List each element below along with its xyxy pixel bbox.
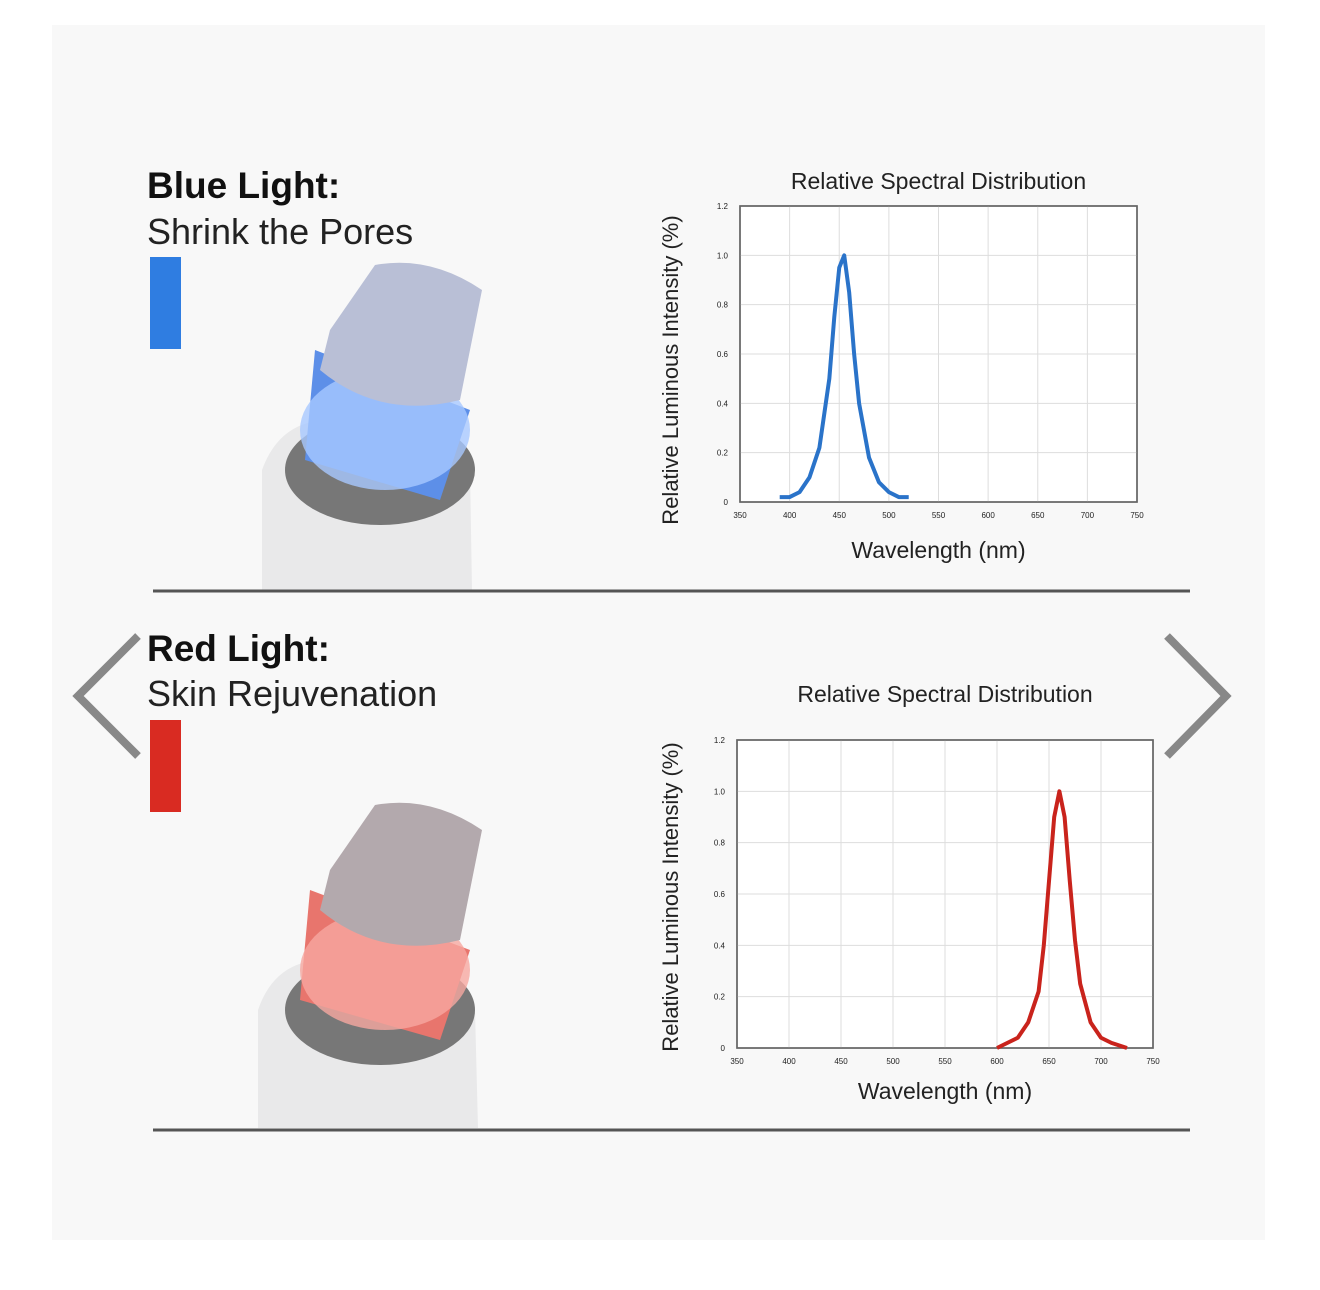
plot-frame bbox=[736, 739, 1154, 1049]
x-tick-label: 350 bbox=[730, 1057, 744, 1066]
y-axis-label: Relative Luminous Intensity (%) bbox=[658, 215, 683, 524]
y-tick-label: 0.8 bbox=[714, 839, 726, 848]
plot-frame bbox=[739, 205, 1138, 503]
chart-title: Relative Spectral Distribution bbox=[797, 681, 1092, 707]
x-axis-label: Wavelength (nm) bbox=[858, 1078, 1032, 1104]
y-tick-label: 0.6 bbox=[717, 350, 729, 359]
x-tick-label: 450 bbox=[833, 511, 847, 520]
x-axis-label: Wavelength (nm) bbox=[851, 537, 1025, 563]
x-tick-label: 600 bbox=[990, 1057, 1004, 1066]
section-title: Red Light: bbox=[147, 628, 330, 669]
y-tick-label: 1.0 bbox=[717, 251, 729, 260]
chart-title: Relative Spectral Distribution bbox=[791, 168, 1086, 194]
y-tick-label: 0.6 bbox=[714, 890, 726, 899]
x-tick-label: 500 bbox=[882, 511, 896, 520]
y-tick-label: 0 bbox=[724, 498, 729, 507]
y-tick-label: 0.8 bbox=[717, 301, 729, 310]
y-tick-label: 1.2 bbox=[717, 202, 729, 211]
x-tick-label: 400 bbox=[783, 511, 797, 520]
x-tick-label: 550 bbox=[932, 511, 946, 520]
x-tick-label: 750 bbox=[1146, 1057, 1160, 1066]
spectrum-line bbox=[996, 789, 1128, 1050]
prev-arrow[interactable] bbox=[72, 633, 141, 759]
y-tick-label: 0.2 bbox=[717, 449, 729, 458]
y-tick-label: 0.2 bbox=[714, 993, 726, 1002]
next-arrow[interactable] bbox=[1164, 633, 1232, 759]
x-tick-label: 350 bbox=[733, 511, 747, 520]
color-swatch bbox=[150, 720, 181, 812]
red-device bbox=[258, 802, 482, 1128]
x-tick-label: 650 bbox=[1042, 1057, 1056, 1066]
section-title: Blue Light: bbox=[147, 165, 340, 206]
y-tick-label: 0.4 bbox=[717, 399, 729, 408]
blue-device bbox=[262, 262, 482, 590]
x-tick-label: 600 bbox=[981, 511, 995, 520]
x-tick-label: 700 bbox=[1081, 511, 1095, 520]
x-tick-label: 650 bbox=[1031, 511, 1045, 520]
x-tick-label: 400 bbox=[782, 1057, 796, 1066]
x-tick-label: 550 bbox=[938, 1057, 952, 1066]
y-tick-label: 1.0 bbox=[714, 787, 726, 796]
section-subtitle: Shrink the Pores bbox=[147, 211, 413, 252]
x-tick-label: 450 bbox=[834, 1057, 848, 1066]
x-tick-label: 500 bbox=[886, 1057, 900, 1066]
x-tick-label: 750 bbox=[1130, 511, 1144, 520]
section-subtitle: Skin Rejuvenation bbox=[147, 673, 437, 714]
y-tick-label: 0 bbox=[721, 1044, 726, 1053]
y-axis-label: Relative Luminous Intensity (%) bbox=[658, 742, 683, 1051]
spectrum-line bbox=[779, 253, 909, 500]
y-tick-label: 0.4 bbox=[714, 941, 726, 950]
color-swatch bbox=[150, 257, 181, 349]
x-tick-label: 700 bbox=[1094, 1057, 1108, 1066]
y-tick-label: 1.2 bbox=[714, 736, 726, 745]
